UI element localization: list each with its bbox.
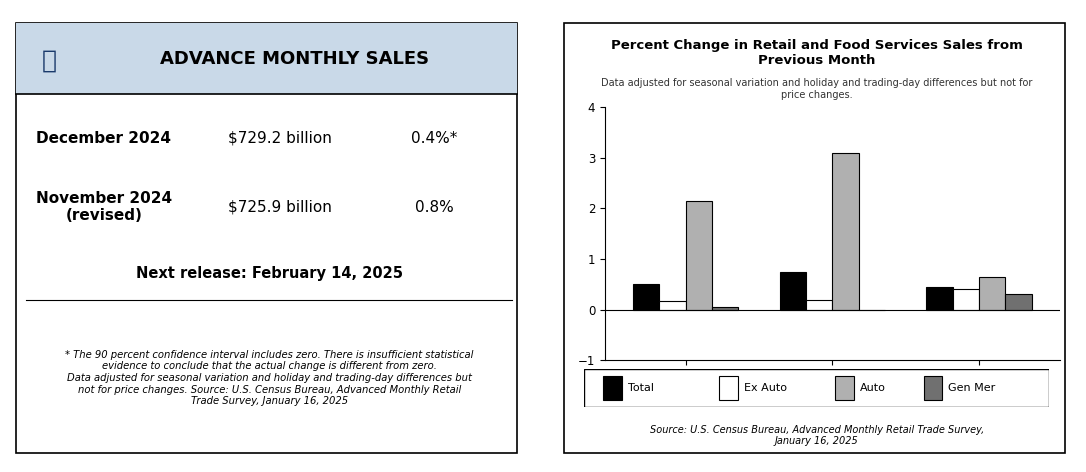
Text: Source: U.S. Census Bureau, Advanced Monthly Retail Trade Survey,
January 16, 20: Source: U.S. Census Bureau, Advanced Mon… — [649, 425, 984, 447]
Text: ⛒: ⛒ — [42, 49, 58, 73]
Text: $725.9 billion: $725.9 billion — [228, 200, 331, 215]
Text: $729.2 billion: $729.2 billion — [228, 131, 331, 146]
Text: November 2024
(revised): November 2024 (revised) — [36, 191, 172, 223]
Text: ADVANCE MONTHLY SALES: ADVANCE MONTHLY SALES — [161, 50, 430, 67]
Text: 0.4%*: 0.4%* — [412, 131, 457, 146]
Text: 0.8%: 0.8% — [415, 200, 454, 215]
Text: Next release: February 14, 2025: Next release: February 14, 2025 — [136, 266, 403, 281]
Bar — [16, 23, 517, 94]
Text: * The 90 percent confidence interval includes zero. There is insufficient statis: * The 90 percent confidence interval inc… — [65, 350, 473, 406]
Text: December 2024: December 2024 — [36, 131, 172, 146]
Text: Percent Change in Retail and Food Services Sales from
Previous Month: Percent Change in Retail and Food Servic… — [611, 39, 1023, 67]
Text: Data adjusted for seasonal variation and holiday and trading-day differences but: Data adjusted for seasonal variation and… — [602, 78, 1033, 100]
